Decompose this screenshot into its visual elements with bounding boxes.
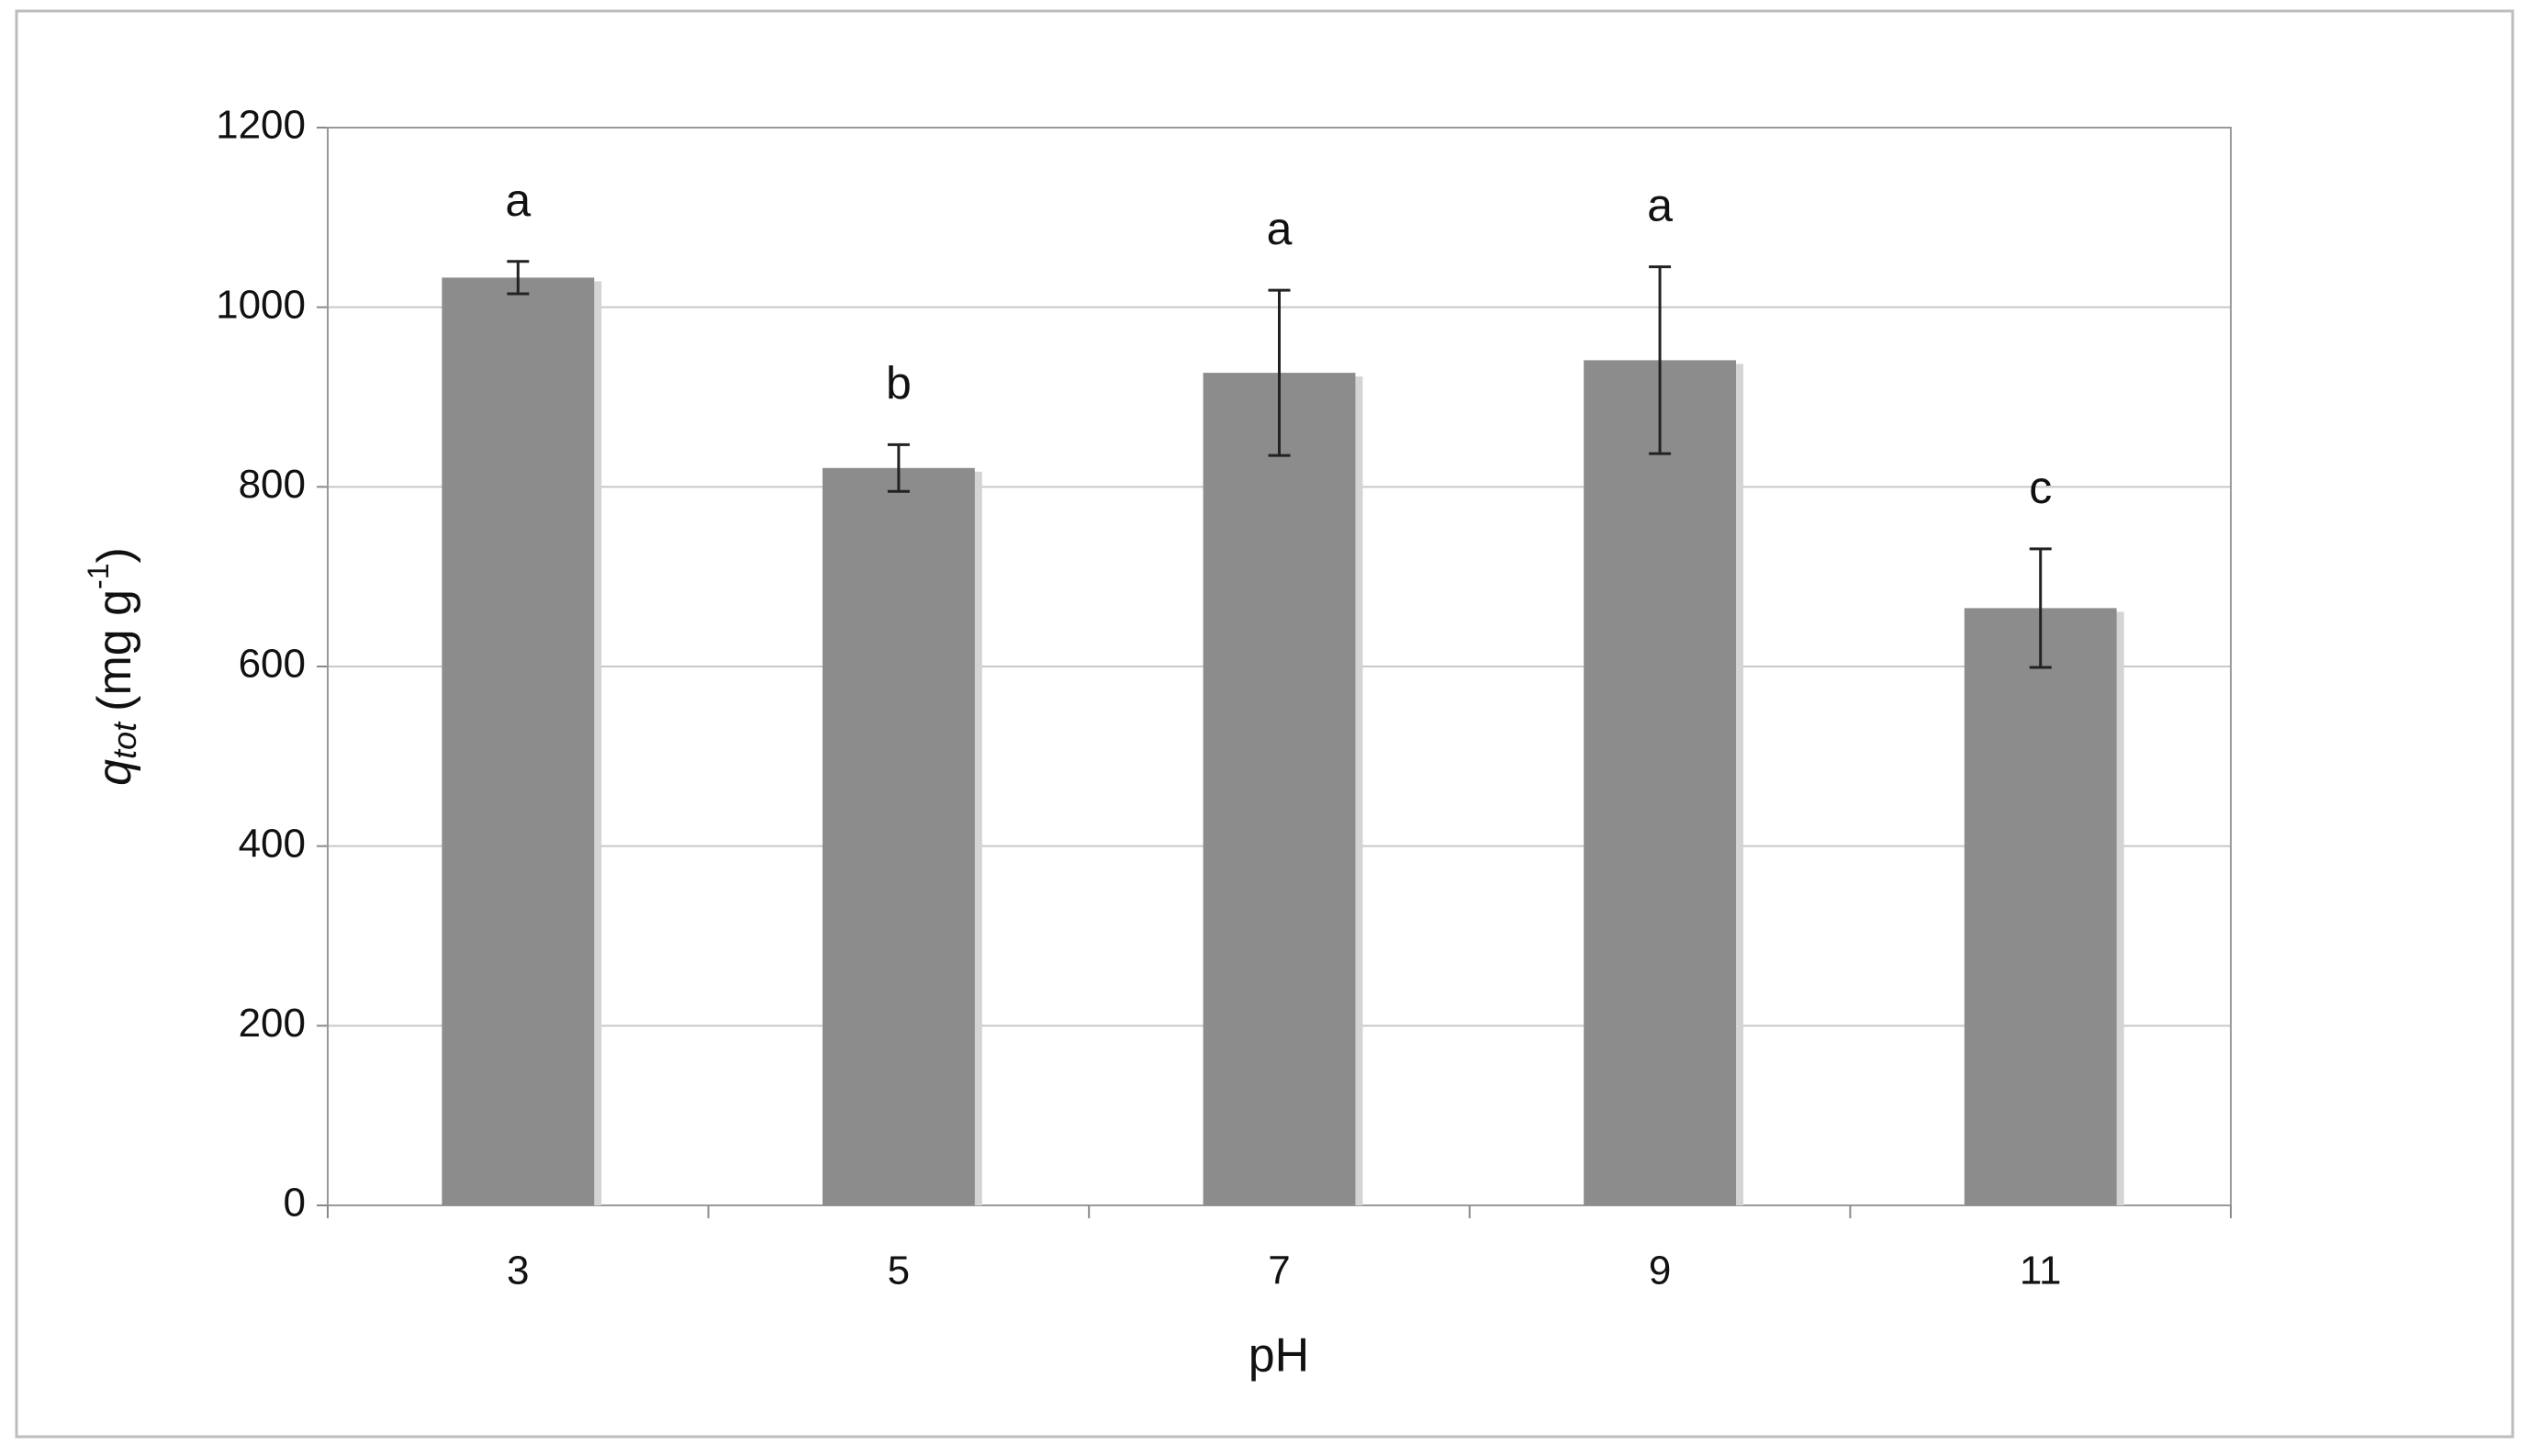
bar	[1584, 360, 1737, 1206]
bar	[442, 277, 595, 1205]
y-label-unit: (mg g	[88, 589, 141, 711]
x-tick-label: 9	[1649, 1249, 1671, 1294]
y-tick-label: 1200	[216, 103, 306, 148]
error-bar	[507, 260, 530, 296]
error-bar	[2029, 547, 2052, 669]
bar	[1203, 373, 1356, 1206]
y-tick-label: 0	[284, 1181, 306, 1226]
annotation: a	[1647, 180, 1673, 231]
bar	[1964, 608, 2117, 1205]
bar	[822, 467, 975, 1205]
annotation: a	[505, 174, 531, 226]
x-tick-label: 3	[507, 1249, 529, 1294]
y-label-sup: -1	[82, 564, 115, 589]
error-bar	[887, 442, 910, 493]
y-tick-label: 600	[239, 642, 306, 687]
y-label-sub: tot	[106, 721, 143, 759]
error-bar	[1268, 288, 1291, 457]
y-label-var: q	[88, 759, 141, 786]
y-tick-label: 800	[239, 462, 306, 507]
y-label-close: )	[88, 547, 141, 563]
x-tick-label: 7	[1268, 1249, 1290, 1294]
error-bar	[1649, 265, 1672, 455]
annotation: b	[886, 357, 912, 409]
y-tick-label: 400	[239, 821, 306, 866]
x-tick-label: 5	[888, 1249, 910, 1294]
y-tick-label: 200	[239, 1001, 306, 1046]
y-axis-title: qtot (mg g-1)	[82, 547, 142, 786]
x-tick-label: 11	[2020, 1249, 2062, 1294]
annotation: c	[2029, 462, 2052, 513]
x-axis-title: pH	[1249, 1329, 1309, 1383]
annotation: a	[1267, 203, 1293, 254]
y-tick-label: 1000	[216, 282, 306, 327]
